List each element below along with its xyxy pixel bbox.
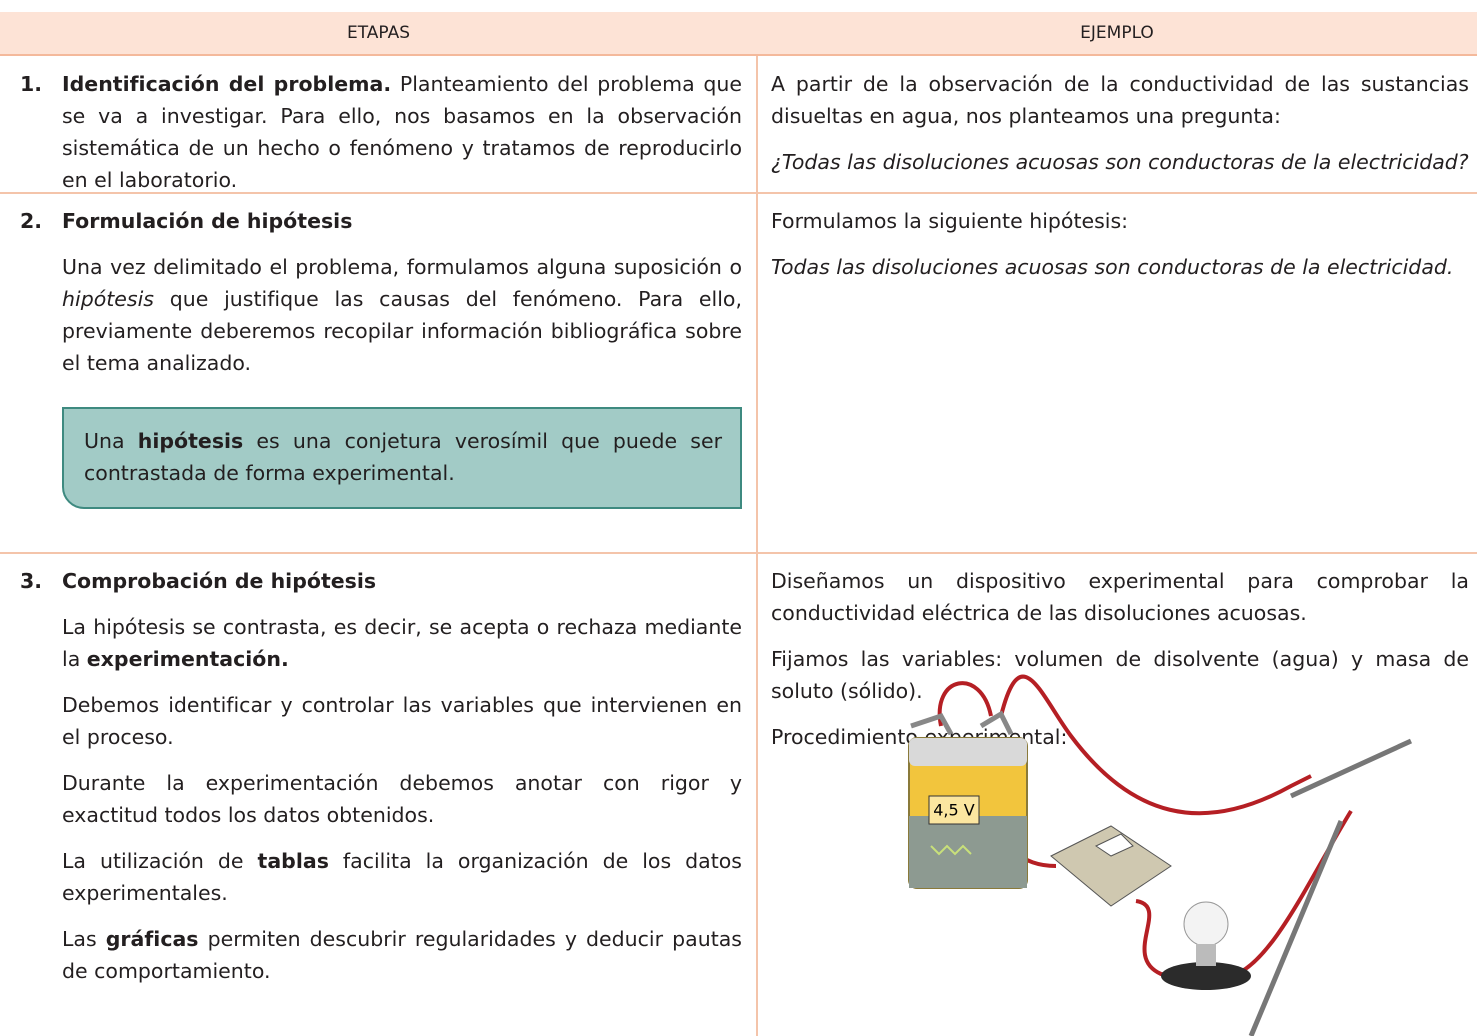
text-run: Fijamos las variables: volumen de disolv… [771,647,1469,703]
text-run: es una conjetura verosímil que puede ser… [84,429,723,485]
stage-body: Comprobación de hipótesis La hipótesis se… [62,565,742,1001]
stage-body: Formulación de hipótesis Una vez delimita… [62,205,742,509]
text-run: Debemos identificar y controlar las vari… [62,693,742,749]
text-run: permiten descubrir regularidades y deduc… [62,927,742,983]
paragraph: Fijamos las variables: volumen de disolv… [771,643,1469,707]
example-cell: Formulamos la siguiente hipótesis: Todas … [771,205,1469,553]
paragraph: Una vez delimitado el problema, formulam… [62,251,742,379]
paragraph: A partir de la observación de la conduct… [771,68,1469,132]
paragraph: Durante la experimentación debemos anota… [62,767,742,831]
stage-number: 1. [20,72,43,96]
paragraph: Todas las disoluciones acuosas son condu… [771,251,1469,283]
stage-body: Identificación del problema. Planteamien… [62,68,742,210]
stage-number: 2. [20,209,43,233]
example-cell: A partir de la observación de la conduct… [771,68,1469,193]
paragraph: Formulamos la siguiente hipótesis: [771,205,1469,237]
example-cell: Diseñamos un dispositivo experimental pa… [771,565,1469,1036]
circuit-illustration: 4,5 V [908,674,1413,1036]
text-run: Diseñamos un dispositivo experimental pa… [771,569,1469,625]
text-run: Planteamiento del problema que se va a i… [62,72,742,192]
row-divider [0,552,1477,554]
definition-box: Una hipótesis es una conjetura verosímil… [62,407,742,509]
paragraph: ¿Todas las disoluciones acuosas son cond… [771,146,1469,178]
text-run: Comprobación de hipótesis [62,569,377,593]
header-cell: EJEMPLO [757,12,1477,56]
paragraph: Identificación del problema. Planteamien… [62,68,742,196]
stage: 2. Formulación de hipótesis Una vez delimi… [20,205,742,509]
stage-number: 3. [20,569,43,593]
paragraph: Formulación de hipótesis [62,205,742,237]
text-run: hipótesis [62,287,154,311]
text-run: Formulación de hipótesis [62,209,353,233]
text-run: facilita la organización de los datos ex… [62,849,742,905]
text-run: Identificación del problema. [62,72,392,96]
text-run: Todas las disoluciones acuosas son condu… [771,255,1454,279]
header-cell: ETAPAS [0,12,757,56]
text-run: Las [62,927,106,951]
paragraph: La utilización de tablas facilita la org… [62,845,742,909]
text-run: que justifique las causas del fenómeno. … [62,287,742,375]
text-run: Formulamos la siguiente hipótesis: [771,209,1129,233]
stage-cell: 3. Comprobación de hipótesis La hipótesis … [20,565,742,1036]
paragraph: Diseñamos un dispositivo experimental pa… [771,565,1469,629]
paragraph: Las gráficas permiten descubrir regulari… [62,923,742,987]
stage-cell: 2. Formulación de hipótesis Una vez delimi… [20,205,742,553]
text-run: A partir de la observación de la conduct… [771,72,1469,128]
text-run: hipótesis [137,429,244,453]
text-run: Una vez delimitado el problema, formulam… [62,255,742,279]
text-run: Una [84,429,138,453]
paragraph: La hipótesis se contrasta, es decir, se … [62,611,742,675]
text-run: La hipótesis se contrasta, es decir, se … [62,615,742,671]
text-run: La utilización de [62,849,258,873]
paragraph: Debemos identificar y controlar las vari… [62,689,742,753]
paragraph: Comprobación de hipótesis [62,565,742,597]
text-run: ¿Todas las disoluciones acuosas son cond… [771,150,1469,174]
text-run: tablas [257,849,329,873]
stage: 1. Identificación del problema. Planteami… [20,68,742,210]
column-divider [756,12,758,1036]
text-run: experimentación. [86,647,289,671]
text-run: Durante la experimentación debemos anota… [62,771,742,827]
stage-cell: 1. Identificación del problema. Planteami… [20,68,742,193]
row-divider [0,192,1477,194]
battery-label: 4,5 V [933,801,975,820]
text-run: gráficas [105,927,199,951]
stage: 3. Comprobación de hipótesis La hipótesis … [20,565,742,1001]
